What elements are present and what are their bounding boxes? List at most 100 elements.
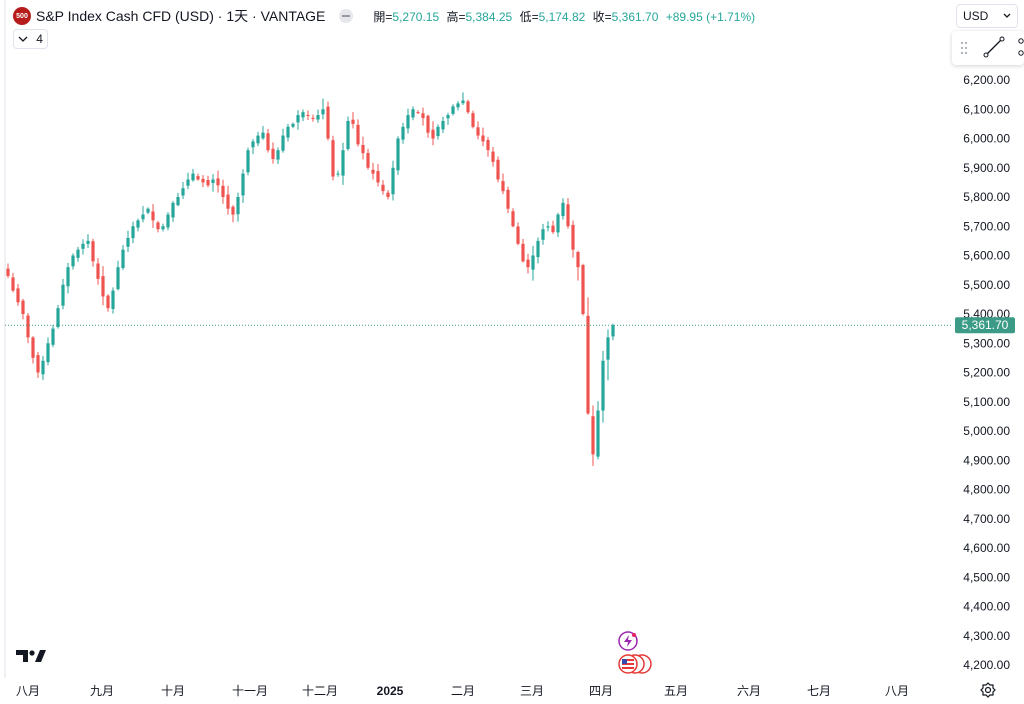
candle xyxy=(46,337,50,366)
svg-text:5,361.70: 5,361.70 xyxy=(962,318,1009,332)
candle xyxy=(551,220,555,234)
candle xyxy=(141,206,145,223)
indicators-toggle-button[interactable]: 4 xyxy=(13,29,48,49)
candle xyxy=(501,173,505,195)
x-tick-label: 2025 xyxy=(377,684,404,698)
candle xyxy=(236,192,240,222)
candle xyxy=(116,260,120,291)
candle xyxy=(556,212,560,237)
candle xyxy=(181,182,185,199)
open-label: 開= xyxy=(373,9,393,24)
y-tick-label: 5,100.00 xyxy=(963,395,1010,409)
candle xyxy=(41,356,45,380)
x-tick-label: 十二月 xyxy=(302,684,338,698)
y-tick-label: 5,800.00 xyxy=(963,190,1010,204)
trend-line-icon[interactable] xyxy=(983,36,1005,58)
candle xyxy=(176,192,180,207)
us-flag-event-icon[interactable] xyxy=(618,654,652,674)
candle xyxy=(366,148,370,170)
candle xyxy=(606,329,610,381)
candle xyxy=(331,135,335,181)
candle xyxy=(11,272,15,293)
candle xyxy=(611,323,615,341)
candle xyxy=(186,172,190,190)
candle xyxy=(396,136,400,175)
candle xyxy=(461,92,465,106)
candle xyxy=(151,204,155,228)
candle xyxy=(226,185,230,215)
candle xyxy=(161,223,165,232)
time-axis[interactable]: 八月 九月 十月 十一月 十二月 2025 二月 三月 四月 五月 六月 七月 八月 xyxy=(16,684,909,698)
x-tick-label: 七月 xyxy=(807,684,831,698)
floating-drawing-toolbar[interactable] xyxy=(952,31,1024,65)
candle xyxy=(126,230,130,252)
candle xyxy=(361,136,365,160)
y-tick-label: 4,600.00 xyxy=(963,541,1010,555)
candle xyxy=(401,122,405,144)
candle xyxy=(466,99,470,114)
candle xyxy=(521,238,525,263)
candle xyxy=(106,294,110,312)
y-tick-label: 6,100.00 xyxy=(963,102,1010,116)
y-tick-label: 4,300.00 xyxy=(963,629,1010,643)
price-axis[interactable]: 6,200.00 6,100.00 6,000.00 5,900.00 5,800.00… xyxy=(963,73,1010,672)
indicator-count: 4 xyxy=(36,32,43,46)
candle xyxy=(201,175,205,188)
candle xyxy=(81,239,85,255)
candle xyxy=(386,190,390,200)
candle xyxy=(206,175,210,188)
candle xyxy=(261,126,265,140)
candle xyxy=(316,109,320,123)
candle xyxy=(511,208,515,228)
hide-eye-icon[interactable] xyxy=(339,9,354,23)
candle xyxy=(156,220,160,233)
candle xyxy=(71,253,75,270)
x-tick-label: 十月 xyxy=(161,684,185,698)
candle xyxy=(446,112,450,125)
candle xyxy=(191,168,195,182)
y-tick-label: 4,400.00 xyxy=(963,600,1010,614)
symbol-title[interactable]: S&P Index Cash CFD (USD) · 1天 · VANTAGE xyxy=(36,8,326,24)
candle xyxy=(36,352,40,378)
y-tick-label: 4,500.00 xyxy=(963,570,1010,584)
lightning-event-icon[interactable] xyxy=(618,631,638,651)
candle xyxy=(581,263,585,316)
candle xyxy=(341,142,345,185)
candle xyxy=(491,147,495,167)
x-tick-label: 六月 xyxy=(737,684,761,698)
candle xyxy=(496,156,500,183)
tradingview-logo-icon[interactable] xyxy=(16,648,46,664)
last-price-label: 5,361.70 xyxy=(955,317,1015,334)
y-tick-label: 4,800.00 xyxy=(963,483,1010,497)
candle xyxy=(381,180,385,195)
y-tick-label: 6,000.00 xyxy=(963,132,1010,146)
candle xyxy=(481,127,485,147)
candle xyxy=(426,114,430,138)
y-tick-label: 4,900.00 xyxy=(963,453,1010,467)
candle xyxy=(291,122,295,129)
candle xyxy=(321,98,325,120)
high-value: 5,384.25 xyxy=(465,9,513,24)
candle xyxy=(516,222,520,246)
candle xyxy=(561,198,565,220)
y-tick-label: 5,900.00 xyxy=(963,161,1010,175)
candle xyxy=(391,160,395,201)
candle xyxy=(51,324,55,348)
x-tick-label: 十一月 xyxy=(232,684,268,698)
currency-label: USD xyxy=(963,9,989,23)
currency-select[interactable]: USD xyxy=(956,4,1018,28)
candle xyxy=(531,245,535,281)
candle xyxy=(311,114,315,122)
candle xyxy=(216,170,220,193)
x-tick-label: 八月 xyxy=(885,684,909,698)
candle xyxy=(111,287,115,314)
candle xyxy=(326,101,330,141)
nodes-icon[interactable] xyxy=(1018,38,1024,56)
settings-gear-icon[interactable] xyxy=(980,682,996,698)
y-tick-label: 5,300.00 xyxy=(963,336,1010,350)
drag-handle-icon[interactable] xyxy=(960,41,968,55)
candle xyxy=(171,200,175,222)
candle xyxy=(246,147,250,176)
candle xyxy=(536,237,540,264)
